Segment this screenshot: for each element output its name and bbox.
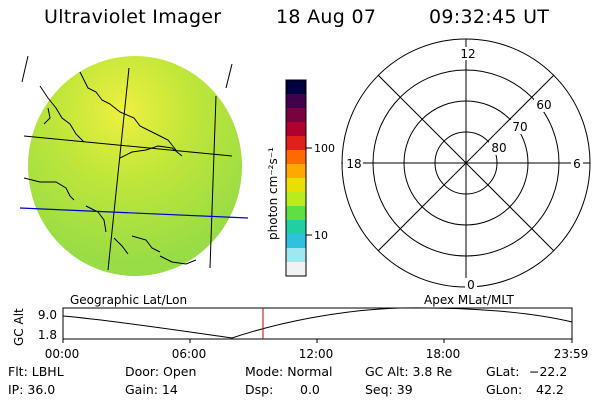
timeline-frame — [62, 307, 573, 340]
timeline-right-title: Apex MLat/MLT — [424, 293, 514, 307]
glat-value: −22.2 — [529, 364, 568, 379]
polar-ring-label-60: 60 — [536, 98, 551, 112]
timeline-tick-2359: 23:59 — [554, 347, 589, 361]
polar-ring-label-80: 80 — [491, 141, 506, 155]
seq-readout: Seq: 39 — [365, 382, 413, 397]
colorbar-swatch — [286, 94, 306, 109]
colorbar-swatch — [286, 220, 306, 235]
timeline-tick-0600: 06:00 — [172, 347, 207, 361]
colorbar-tick-100: 100 — [314, 142, 335, 155]
glon-label: GLon: — [486, 382, 523, 397]
equator-line — [19, 207, 249, 219]
colorbar-swatch — [286, 178, 306, 193]
colorbar-swatch — [286, 262, 306, 277]
altitude-curve — [62, 307, 573, 339]
date-label: 18 Aug 07 — [276, 6, 377, 28]
geographic-grid — [23, 67, 233, 271]
ip-readout: IP: 36.0 — [8, 382, 56, 397]
timeline-y-max: 9.0 — [38, 308, 57, 322]
colorbar-swatch — [286, 206, 306, 221]
door-readout: Door: Open — [125, 364, 197, 379]
colorbar-swatch — [286, 192, 306, 207]
timeline-y-min: 1.8 — [38, 328, 57, 342]
mode-readout: Mode: Normal — [245, 364, 333, 379]
dsp-value: 0.0 — [300, 382, 320, 397]
colorbar-swatch — [286, 122, 306, 137]
polar-ring-label-70: 70 — [512, 120, 527, 134]
timeline-left-title: Geographic Lat/Lon — [70, 293, 187, 307]
dsp-label: Dsp: — [245, 382, 274, 397]
colorbar-swatch — [286, 164, 306, 179]
timeline-tick-0000: 00:00 — [45, 347, 80, 361]
colorbar-swatch — [286, 150, 306, 165]
timeline-tick-1800: 18:00 — [426, 347, 461, 361]
glat-label: GLat: — [486, 364, 520, 379]
polar-label-12: 12 — [460, 47, 475, 61]
app-title: Ultraviolet Imager — [44, 6, 222, 28]
colorbar-swatch — [286, 234, 306, 249]
glon-value: 42.2 — [536, 382, 564, 397]
timeline-y-label: GC Alt — [12, 308, 26, 346]
colorbar-swatch — [286, 136, 306, 151]
polar-diagonal-2 — [377, 74, 555, 252]
colorbar-swatch — [286, 80, 306, 95]
polar-label-6: 6 — [573, 157, 581, 171]
colorbar-unit-label: photon cm⁻²s⁻¹ — [266, 147, 280, 240]
filter-readout: Flt: LBHL — [8, 364, 64, 379]
colorbar-swatch — [286, 248, 306, 263]
earth-disk — [28, 56, 242, 276]
gc-alt-readout: GC Alt: 3.8 Re — [365, 364, 453, 379]
colorbar-tick-10: 10 — [314, 229, 328, 242]
polar-label-18: 18 — [346, 157, 361, 171]
timeline-tick-1200: 12:00 — [299, 347, 334, 361]
polar-label-0: 0 — [467, 278, 475, 292]
colorbar-swatch — [286, 108, 306, 123]
time-label: 09:32:45 UT — [429, 6, 550, 28]
gain-readout: Gain: 14 — [125, 382, 178, 397]
